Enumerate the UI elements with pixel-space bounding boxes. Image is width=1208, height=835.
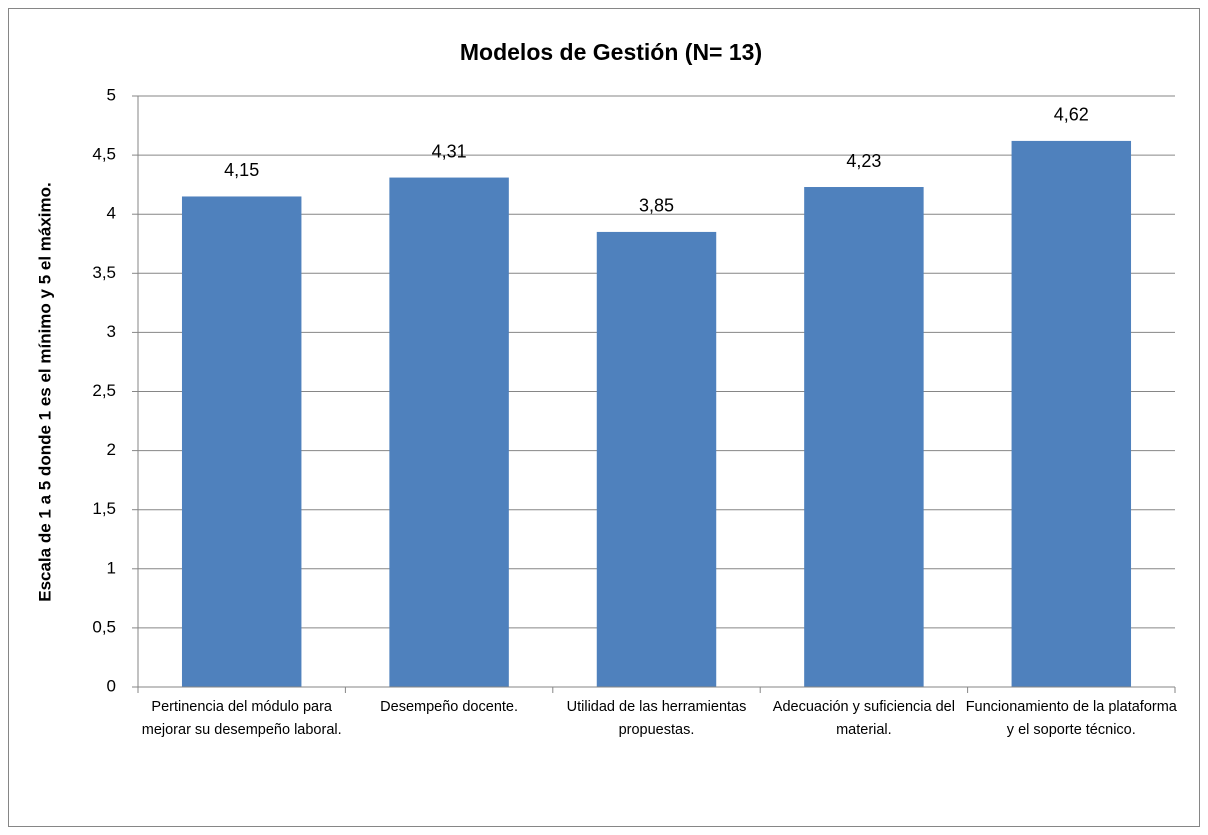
chart-title: Modelos de Gestión (N= 13) xyxy=(460,39,762,65)
data-label: 4,23 xyxy=(846,151,881,171)
x-tick-label: Pertinencia del módulo para mejorar su d… xyxy=(141,699,342,738)
y-tick-label: 2,5 xyxy=(92,381,116,400)
y-tick-label: 4,5 xyxy=(92,145,116,164)
data-label: 4,62 xyxy=(1054,105,1089,125)
y-tick-label: 2 xyxy=(107,440,116,459)
data-label: 4,31 xyxy=(432,141,467,161)
bar xyxy=(804,187,924,688)
y-tick-label: 1,5 xyxy=(92,499,116,518)
y-tick-label: 3 xyxy=(107,322,116,341)
x-tick-label: Desempeño docente. xyxy=(380,699,518,715)
y-tick-label: 5 xyxy=(107,85,116,104)
data-label: 3,85 xyxy=(639,196,674,216)
bar xyxy=(181,196,302,687)
y-tick-label: 1 xyxy=(107,558,116,577)
x-tick-label: Adecuación y suficiencia del material. xyxy=(772,699,955,738)
y-tick-label: 3,5 xyxy=(92,263,116,282)
y-tick-label: 0 xyxy=(107,676,116,695)
bar xyxy=(1011,140,1132,687)
y-tick-label: 0,5 xyxy=(92,617,116,636)
x-tick-label: Funcionamiento de la plataforma y el sop… xyxy=(965,699,1177,738)
bar xyxy=(596,231,717,687)
y-axis-label: Escala de 1 a 5 donde 1 es el mínimo y 5… xyxy=(35,182,54,602)
data-label: 4,15 xyxy=(224,160,259,180)
x-tick-label: Utilidad de las herramientas propuestas. xyxy=(566,699,747,738)
bar xyxy=(389,177,509,688)
y-tick-label: 4 xyxy=(107,204,116,223)
